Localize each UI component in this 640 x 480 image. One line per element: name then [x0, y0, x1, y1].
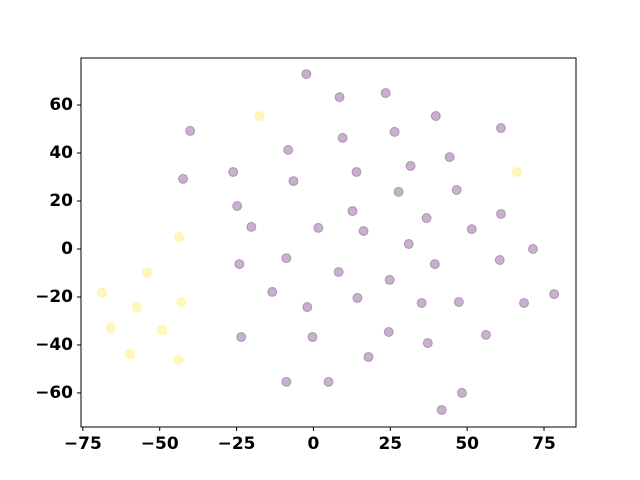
point	[131, 302, 142, 313]
point	[232, 201, 243, 212]
point	[234, 259, 245, 270]
point	[288, 176, 299, 187]
point	[173, 355, 184, 366]
point	[380, 88, 391, 99]
point	[430, 111, 441, 122]
point	[429, 259, 440, 270]
point	[436, 404, 447, 415]
point	[185, 125, 196, 136]
point	[283, 144, 294, 155]
point	[393, 186, 404, 197]
point	[301, 69, 312, 80]
point	[421, 213, 432, 224]
x-tick-label: −75	[64, 434, 102, 454]
y-tick-label: −40	[35, 335, 73, 355]
point	[267, 286, 278, 297]
point	[337, 132, 348, 143]
point	[549, 289, 560, 300]
point	[403, 238, 414, 249]
y-tick-label: −60	[35, 383, 73, 403]
point	[333, 267, 344, 278]
x-tick-label: 50	[455, 434, 479, 454]
y-tick-label: 0	[61, 239, 73, 259]
point	[281, 253, 292, 264]
point	[105, 322, 116, 333]
point	[405, 160, 416, 171]
point	[176, 297, 187, 308]
point	[422, 338, 433, 349]
x-tick-label: 0	[308, 434, 320, 454]
point	[236, 332, 247, 343]
point	[389, 126, 400, 137]
point	[302, 302, 313, 313]
point	[246, 221, 257, 232]
point	[453, 297, 464, 308]
point	[416, 297, 427, 308]
point	[363, 351, 374, 362]
point	[444, 152, 455, 163]
point	[480, 329, 491, 340]
point	[281, 376, 292, 387]
point	[511, 166, 522, 177]
point	[334, 92, 345, 103]
point	[384, 274, 395, 285]
plot-frame	[80, 57, 577, 428]
point	[323, 376, 334, 387]
point	[254, 111, 265, 122]
point	[347, 206, 358, 217]
point	[157, 325, 168, 336]
point	[228, 166, 239, 177]
point	[494, 255, 505, 266]
x-tick-label: −25	[218, 434, 256, 454]
point	[466, 224, 477, 235]
point	[142, 267, 153, 278]
y-tick-label: 40	[49, 143, 73, 163]
x-tick-label: −50	[141, 434, 179, 454]
point	[352, 292, 363, 303]
x-tick-label: 25	[378, 434, 402, 454]
y-tick-label: 60	[49, 95, 73, 115]
point	[96, 287, 107, 298]
point	[527, 243, 538, 254]
point	[174, 231, 185, 242]
point	[178, 173, 189, 184]
point	[313, 222, 324, 233]
y-tick-label: −20	[35, 287, 73, 307]
point	[456, 387, 467, 398]
point	[358, 225, 369, 236]
point	[124, 349, 135, 360]
point	[495, 208, 506, 219]
x-tick-label: 75	[532, 434, 556, 454]
point	[519, 297, 530, 308]
point	[307, 332, 318, 343]
point	[495, 123, 506, 134]
point	[451, 184, 462, 195]
point	[383, 326, 394, 337]
point	[351, 166, 362, 177]
y-tick-label: 20	[49, 191, 73, 211]
